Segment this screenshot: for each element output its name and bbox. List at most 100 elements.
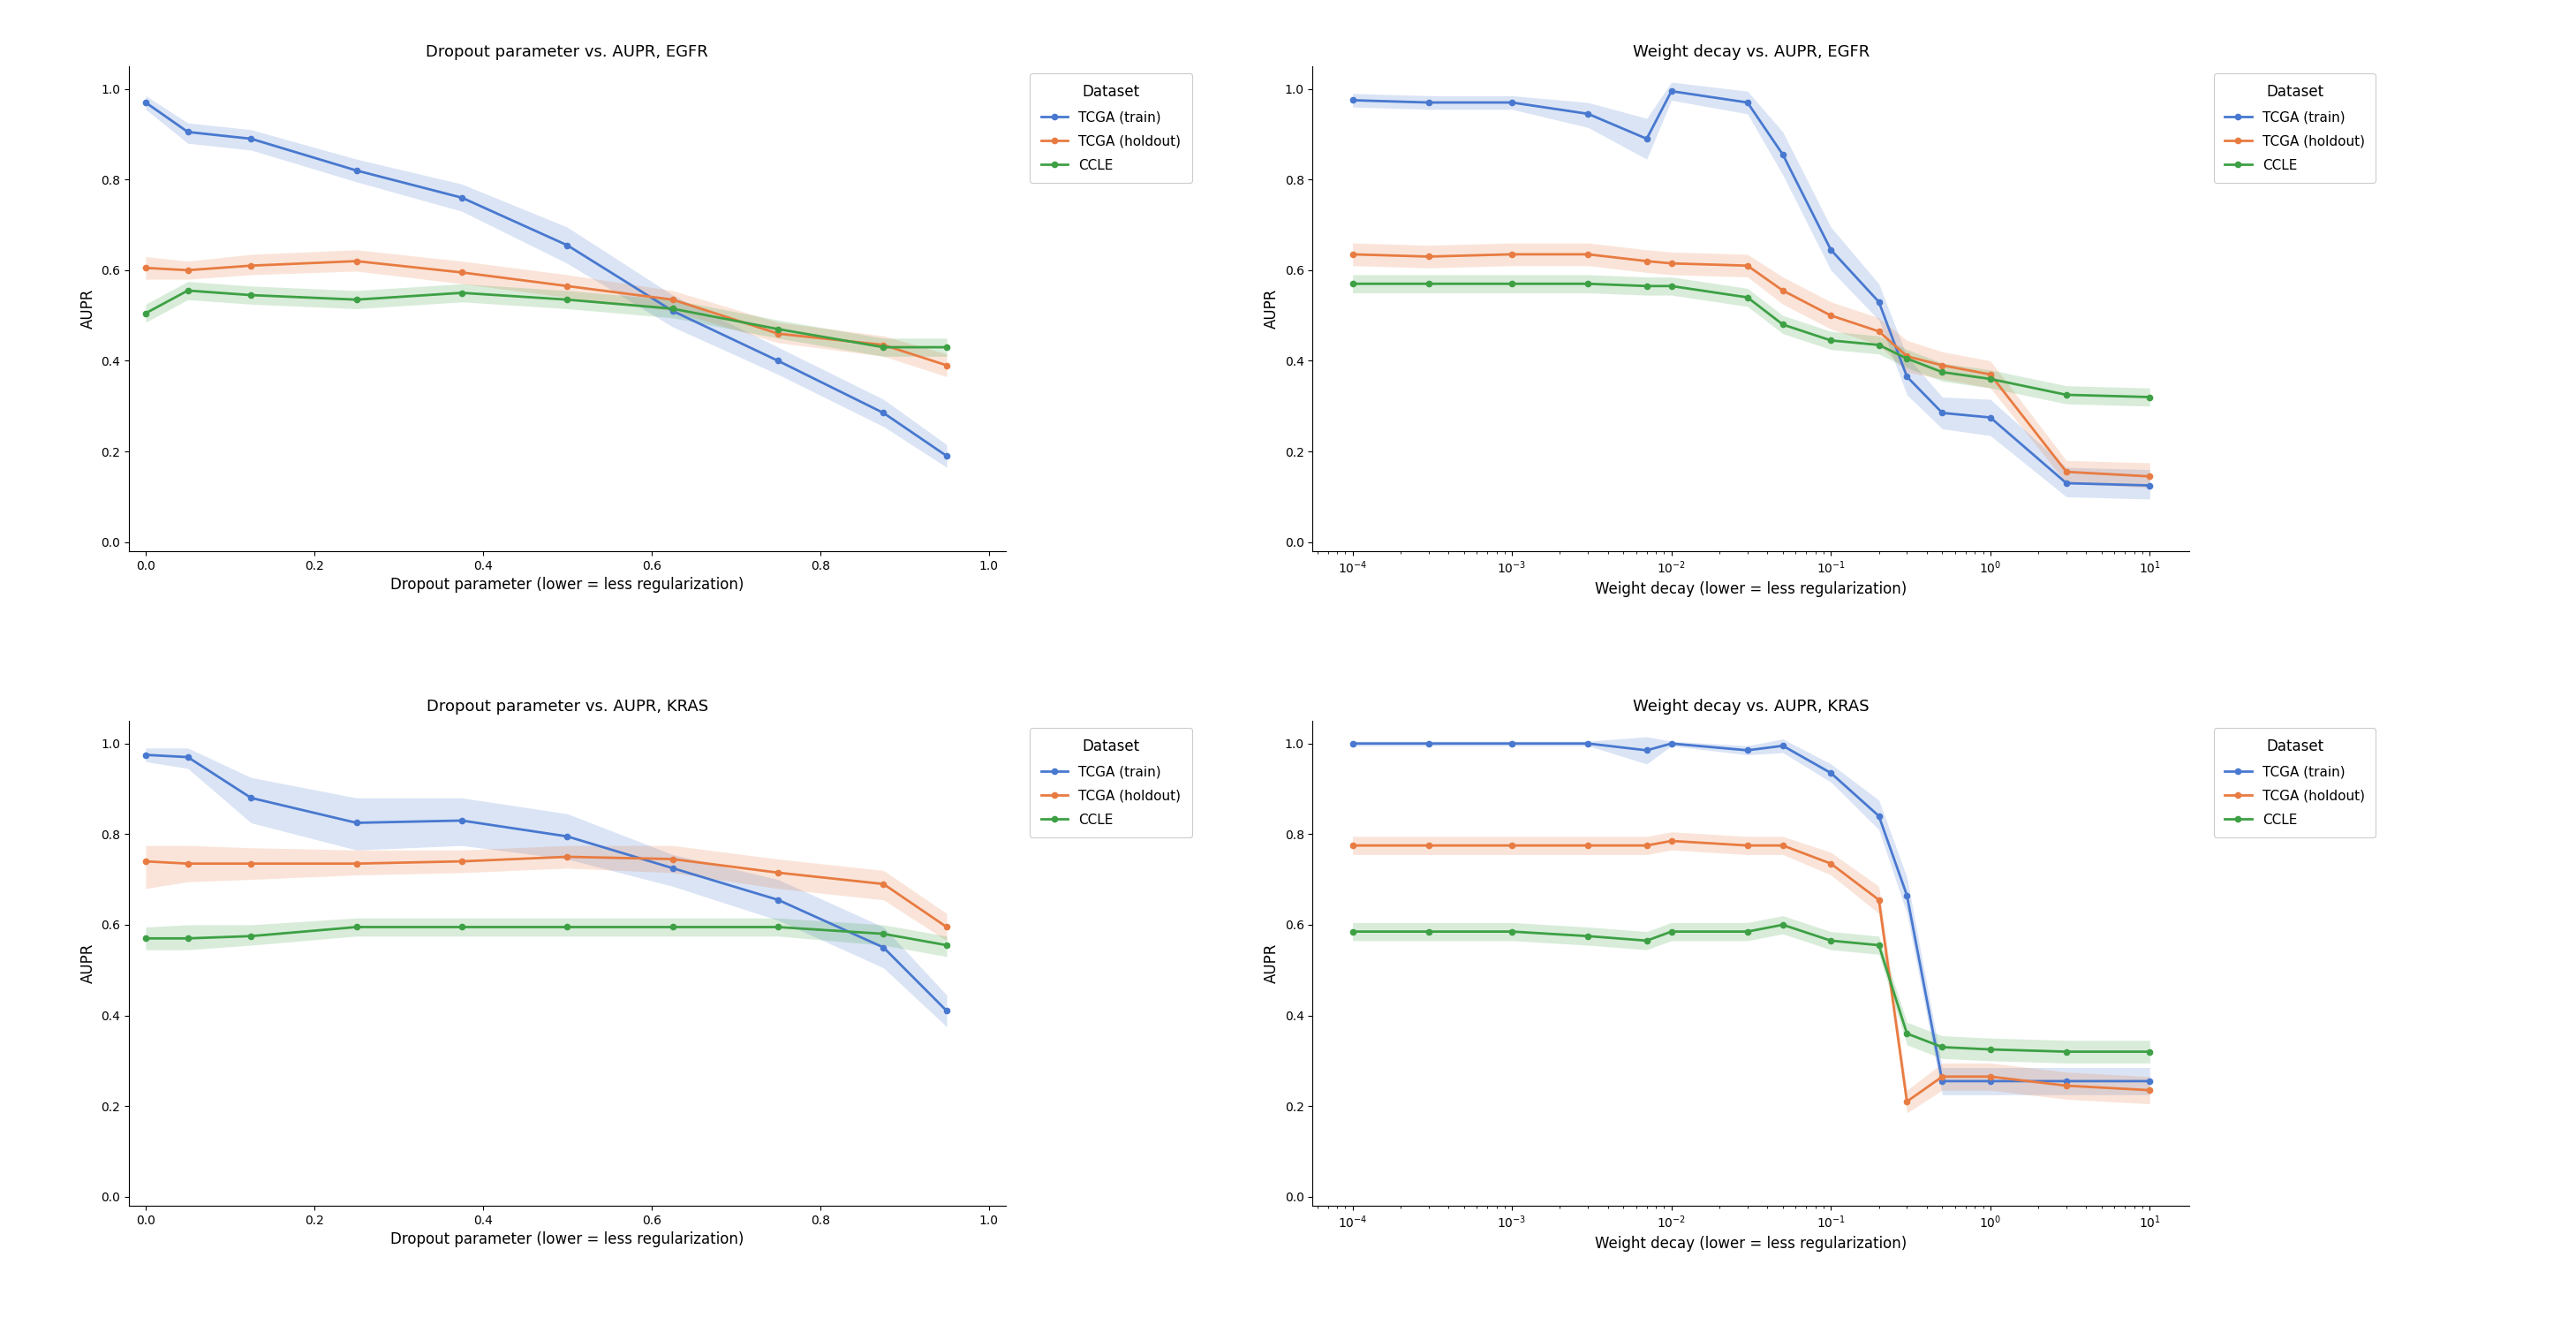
- CCLE: [1927, 364, 1958, 380]
- CCLE: [1862, 937, 1893, 953]
- Y-axis label: AUPR: AUPR: [80, 943, 95, 983]
- TCGA (train): [1767, 738, 1798, 754]
- TCGA (holdout): [868, 876, 899, 892]
- CCLE: [868, 339, 899, 355]
- TCGA (holdout): [131, 853, 162, 869]
- TCGA (holdout): [1414, 249, 1445, 265]
- TCGA (holdout): [1337, 837, 1368, 853]
- Title: Weight decay vs. AUPR, EGFR: Weight decay vs. AUPR, EGFR: [1633, 44, 1870, 60]
- CCLE: [1891, 351, 1922, 367]
- TCGA (train): [340, 815, 371, 831]
- CCLE: [173, 930, 204, 946]
- CCLE: [2136, 390, 2166, 405]
- TCGA (train): [1656, 735, 1687, 751]
- TCGA (train): [234, 790, 265, 806]
- CCLE: [2050, 1044, 2081, 1060]
- CCLE: [1862, 337, 1893, 352]
- CCLE: [1767, 917, 1798, 933]
- Legend: TCGA (train), TCGA (holdout), CCLE: TCGA (train), TCGA (holdout), CCLE: [1030, 73, 1193, 183]
- TCGA (holdout): [340, 253, 371, 269]
- TCGA (holdout): [933, 358, 963, 374]
- TCGA (holdout): [446, 265, 477, 281]
- CCLE: [1414, 276, 1445, 292]
- TCGA (holdout): [234, 257, 265, 273]
- TCGA (train): [446, 812, 477, 828]
- TCGA (train): [1337, 735, 1368, 751]
- CCLE: [234, 929, 265, 945]
- TCGA (holdout): [657, 851, 688, 867]
- CCLE: [551, 292, 582, 307]
- X-axis label: Dropout parameter (lower = less regularization): Dropout parameter (lower = less regulari…: [392, 1232, 744, 1248]
- CCLE: [2136, 1044, 2166, 1060]
- TCGA (holdout): [551, 849, 582, 865]
- Legend: TCGA (train), TCGA (holdout), CCLE: TCGA (train), TCGA (holdout), CCLE: [2213, 73, 2375, 183]
- CCLE: [1631, 933, 1662, 949]
- TCGA (holdout): [173, 856, 204, 872]
- CCLE: [1767, 317, 1798, 333]
- TCGA (train): [933, 1003, 963, 1019]
- TCGA (train): [1927, 1073, 1958, 1089]
- TCGA (holdout): [551, 278, 582, 294]
- TCGA (holdout): [1497, 837, 1528, 853]
- TCGA (holdout): [340, 856, 371, 872]
- TCGA (holdout): [131, 260, 162, 276]
- Line: TCGA (holdout): TCGA (holdout): [1350, 252, 2154, 480]
- TCGA (train): [1816, 765, 1847, 780]
- TCGA (train): [657, 303, 688, 319]
- CCLE: [1656, 278, 1687, 294]
- TCGA (holdout): [1656, 256, 1687, 272]
- TCGA (train): [1927, 405, 1958, 421]
- CCLE: [340, 920, 371, 935]
- TCGA (train): [2136, 477, 2166, 493]
- Line: TCGA (holdout): TCGA (holdout): [142, 855, 951, 930]
- TCGA (holdout): [234, 856, 265, 872]
- Line: TCGA (train): TCGA (train): [1350, 741, 2154, 1084]
- CCLE: [1891, 1026, 1922, 1041]
- TCGA (train): [1891, 368, 1922, 384]
- TCGA (train): [762, 352, 793, 368]
- CCLE: [657, 301, 688, 317]
- TCGA (train): [446, 189, 477, 205]
- Title: Dropout parameter vs. AUPR, KRAS: Dropout parameter vs. AUPR, KRAS: [428, 698, 708, 714]
- Line: CCLE: CCLE: [142, 925, 951, 947]
- CCLE: [2050, 387, 2081, 403]
- TCGA (train): [933, 448, 963, 464]
- TCGA (train): [1767, 147, 1798, 163]
- CCLE: [933, 339, 963, 355]
- TCGA (train): [1337, 93, 1368, 109]
- TCGA (train): [1414, 735, 1445, 751]
- CCLE: [131, 305, 162, 321]
- TCGA (holdout): [1656, 833, 1687, 849]
- Line: CCLE: CCLE: [1350, 922, 2154, 1055]
- TCGA (train): [1731, 742, 1762, 758]
- CCLE: [1497, 924, 1528, 939]
- TCGA (holdout): [1631, 837, 1662, 853]
- TCGA (train): [1891, 888, 1922, 904]
- TCGA (train): [131, 94, 162, 110]
- CCLE: [762, 321, 793, 337]
- TCGA (holdout): [1731, 837, 1762, 853]
- TCGA (holdout): [1976, 367, 2007, 383]
- TCGA (train): [1656, 83, 1687, 99]
- TCGA (holdout): [1976, 1069, 2007, 1085]
- TCGA (holdout): [2050, 464, 2081, 480]
- TCGA (train): [1497, 94, 1528, 110]
- TCGA (holdout): [1571, 837, 1602, 853]
- TCGA (holdout): [1337, 246, 1368, 262]
- CCLE: [1816, 333, 1847, 348]
- TCGA (holdout): [1927, 1069, 1958, 1085]
- CCLE: [868, 926, 899, 942]
- TCGA (train): [1862, 808, 1893, 824]
- TCGA (train): [1414, 94, 1445, 110]
- TCGA (train): [868, 405, 899, 421]
- TCGA (holdout): [762, 326, 793, 342]
- TCGA (train): [1976, 409, 2007, 425]
- TCGA (holdout): [657, 292, 688, 307]
- TCGA (holdout): [1816, 856, 1847, 872]
- TCGA (holdout): [1862, 892, 1893, 908]
- CCLE: [762, 920, 793, 935]
- Legend: TCGA (train), TCGA (holdout), CCLE: TCGA (train), TCGA (holdout), CCLE: [1030, 727, 1193, 837]
- TCGA (train): [1816, 242, 1847, 258]
- TCGA (holdout): [1767, 282, 1798, 298]
- CCLE: [1816, 933, 1847, 949]
